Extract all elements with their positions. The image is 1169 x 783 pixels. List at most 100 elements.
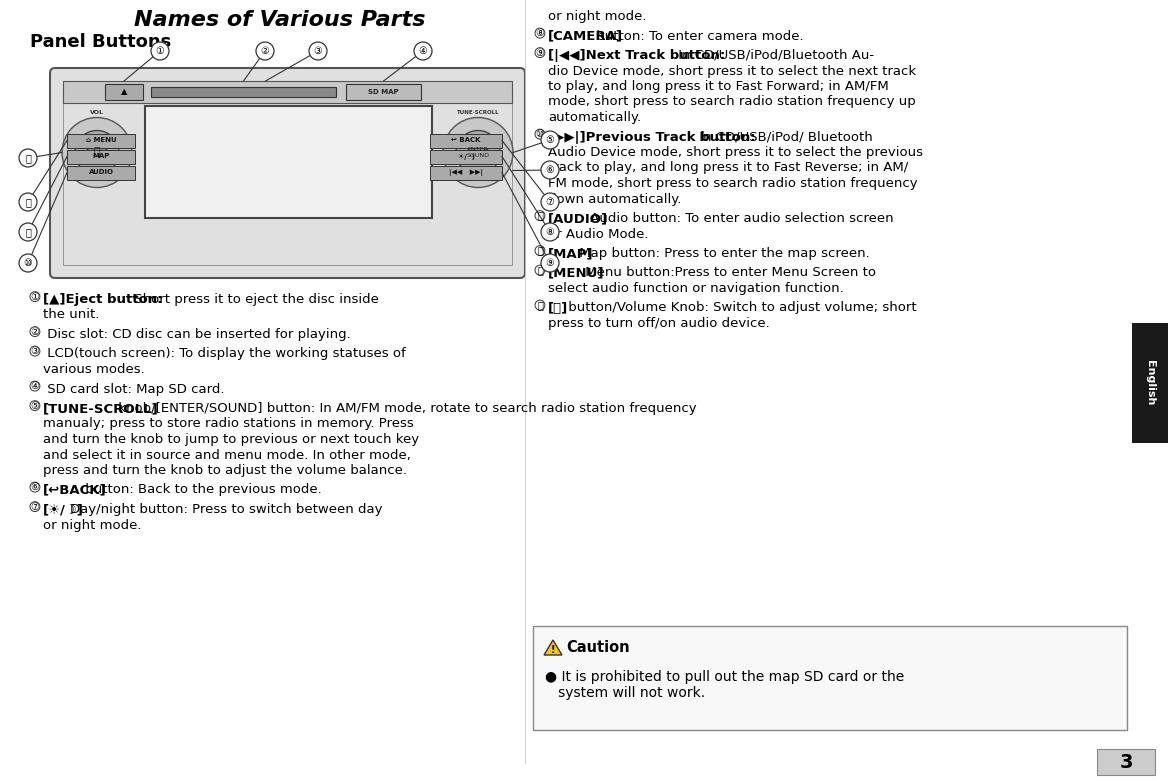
Text: track to play, and long press it to Fast Reverse; in AM/: track to play, and long press it to Fast… — [548, 161, 908, 175]
Text: [CAMERA]: [CAMERA] — [548, 30, 623, 42]
Circle shape — [151, 42, 170, 60]
Text: Map button: Press to enter the map screen.: Map button: Press to enter the map scree… — [575, 247, 870, 260]
Bar — [105, 84, 143, 100]
Circle shape — [30, 327, 40, 337]
Text: VOL: VOL — [90, 110, 104, 116]
Text: or night mode.: or night mode. — [548, 10, 646, 23]
Text: down automatically.: down automatically. — [548, 193, 682, 205]
Text: or Audio Mode.: or Audio Mode. — [548, 228, 649, 240]
Text: ⑦: ⑦ — [30, 502, 40, 511]
Circle shape — [75, 131, 119, 175]
Text: ②: ② — [261, 46, 269, 56]
Text: ⑤: ⑤ — [30, 401, 40, 410]
Circle shape — [443, 117, 513, 187]
Text: MAP: MAP — [92, 153, 110, 160]
Text: [▶▶|]Previous Track button:: [▶▶|]Previous Track button: — [548, 131, 755, 143]
Text: ⑪: ⑪ — [25, 227, 30, 237]
Text: ⑫: ⑫ — [25, 197, 30, 207]
Text: button/Volume Knob: Switch to adjust volume; short: button/Volume Knob: Switch to adjust vol… — [565, 301, 916, 315]
Text: mode, short press to search radio station frequency up: mode, short press to search radio statio… — [548, 96, 915, 109]
Text: ⑫: ⑫ — [537, 246, 542, 255]
Text: select audio function or navigation function.: select audio function or navigation func… — [548, 282, 844, 295]
Text: Short press it to eject the disc inside: Short press it to eject the disc inside — [130, 293, 379, 306]
Circle shape — [535, 211, 545, 221]
Text: ⑦: ⑦ — [546, 197, 554, 207]
Text: SD MAP: SD MAP — [368, 89, 399, 95]
Text: SD card slot: Map SD card.: SD card slot: Map SD card. — [43, 383, 224, 395]
Circle shape — [541, 161, 559, 179]
Text: various modes.: various modes. — [43, 363, 145, 376]
Text: button: To enter camera mode.: button: To enter camera mode. — [592, 30, 803, 42]
Text: Disc slot: CD disc can be inserted for playing.: Disc slot: CD disc can be inserted for p… — [43, 328, 351, 341]
Text: In CD/USB/iPod/Bluetooth Au-: In CD/USB/iPod/Bluetooth Au- — [673, 49, 873, 62]
Text: Menu button:Press to enter Menu Screen to: Menu button:Press to enter Menu Screen t… — [581, 266, 876, 280]
Text: and turn the knob to jump to previous or next touch key: and turn the knob to jump to previous or… — [43, 433, 419, 446]
Text: ⑥: ⑥ — [30, 482, 40, 492]
Circle shape — [414, 42, 433, 60]
Text: system will not work.: system will not work. — [545, 685, 705, 699]
Text: Names of Various Parts: Names of Various Parts — [134, 10, 426, 30]
Circle shape — [468, 143, 487, 163]
Text: ▲: ▲ — [120, 88, 127, 96]
Text: ①: ① — [155, 46, 165, 56]
Bar — [430, 133, 502, 147]
Bar — [151, 87, 336, 97]
Text: ⑧: ⑧ — [535, 28, 545, 38]
Bar — [145, 106, 433, 218]
Bar — [67, 165, 134, 179]
Text: ④: ④ — [419, 46, 428, 56]
Text: ☀/  ): ☀/ ) — [457, 153, 475, 160]
Circle shape — [87, 143, 108, 163]
Text: ⑧: ⑧ — [546, 227, 554, 237]
Text: ⑤: ⑤ — [546, 135, 554, 145]
Text: [|◀◀]Next Track button:: [|◀◀]Next Track button: — [548, 49, 725, 62]
Circle shape — [541, 131, 559, 149]
Text: or night mode.: or night mode. — [43, 518, 141, 532]
Text: knob/[ENTER/SOUND] button: In AM/FM mode, rotate to search radio station frequen: knob/[ENTER/SOUND] button: In AM/FM mode… — [113, 402, 697, 415]
Text: ⑪: ⑪ — [537, 211, 542, 221]
Circle shape — [30, 482, 40, 492]
Text: [⏻]: [⏻] — [548, 301, 568, 315]
Circle shape — [30, 346, 40, 356]
Text: ⑩: ⑩ — [23, 258, 33, 268]
Circle shape — [30, 292, 40, 301]
Text: [TUNE-SCROLL]: [TUNE-SCROLL] — [43, 402, 159, 415]
Text: ①: ① — [30, 291, 40, 301]
Circle shape — [535, 265, 545, 275]
Text: TUNE·SCROLL: TUNE·SCROLL — [457, 110, 499, 116]
Circle shape — [19, 149, 37, 167]
Circle shape — [30, 401, 40, 410]
Bar — [430, 150, 502, 164]
Text: [☀/☽]: [☀/☽] — [43, 503, 84, 516]
Text: [▲]Eject button:: [▲]Eject button: — [43, 293, 162, 306]
Text: ↩ BACK: ↩ BACK — [451, 138, 480, 143]
Bar — [430, 165, 502, 179]
Text: dio Device mode, short press it to select the next track: dio Device mode, short press it to selec… — [548, 64, 916, 78]
Text: ④: ④ — [30, 381, 40, 392]
Text: ③: ③ — [313, 46, 323, 56]
Circle shape — [19, 223, 37, 241]
Bar — [346, 84, 421, 100]
Circle shape — [535, 129, 545, 139]
Circle shape — [256, 42, 274, 60]
Text: and select it in source and menu mode. In other mode,: and select it in source and menu mode. I… — [43, 449, 410, 461]
Circle shape — [309, 42, 327, 60]
Circle shape — [535, 246, 545, 255]
Text: AUDIO: AUDIO — [89, 169, 113, 175]
Text: to play, and long press it to Fast Forward; in AM/FM: to play, and long press it to Fast Forwa… — [548, 80, 888, 93]
Text: the unit.: the unit. — [43, 309, 99, 322]
Circle shape — [30, 381, 40, 391]
Text: LCD(touch screen): To display the working statuses of: LCD(touch screen): To display the workin… — [43, 348, 406, 360]
Circle shape — [30, 502, 40, 511]
Text: 3: 3 — [1119, 752, 1133, 771]
Text: English: English — [1144, 360, 1155, 406]
Bar — [67, 133, 134, 147]
Text: [MENU]: [MENU] — [548, 266, 604, 280]
Text: manualy; press to store radio stations in memory. Press: manualy; press to store radio stations i… — [43, 417, 414, 431]
Text: press to turn off/on audio device.: press to turn off/on audio device. — [548, 317, 769, 330]
Circle shape — [19, 254, 37, 272]
Circle shape — [535, 300, 545, 310]
Text: In CD/USB/iPod/ Bluetooth: In CD/USB/iPod/ Bluetooth — [696, 131, 873, 143]
FancyBboxPatch shape — [533, 626, 1127, 730]
Bar — [67, 150, 134, 164]
